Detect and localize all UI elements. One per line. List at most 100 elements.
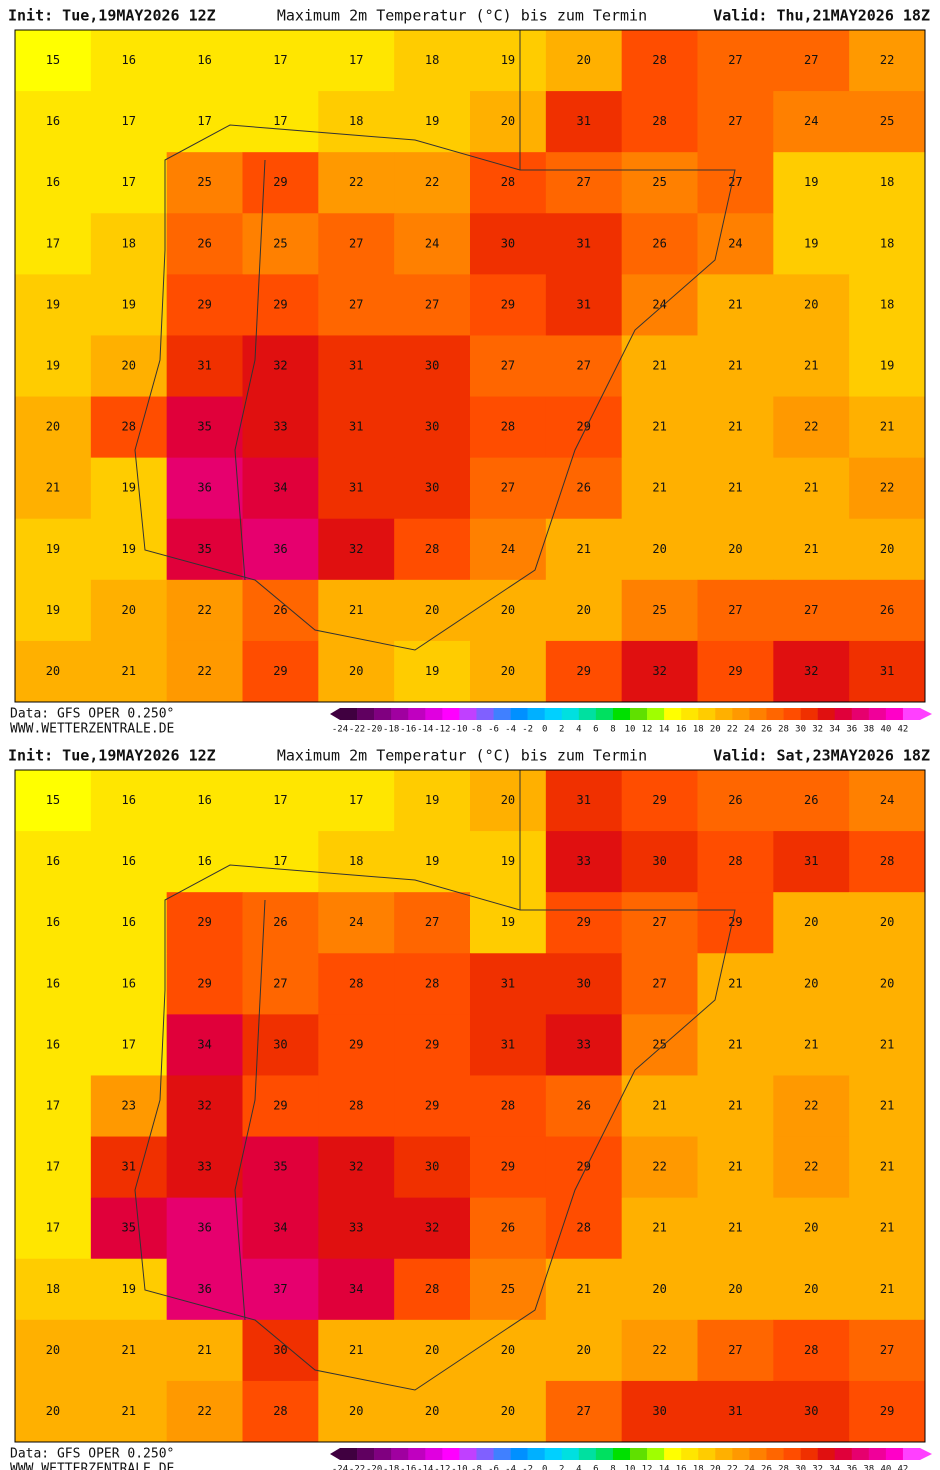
temperature-label: 21 xyxy=(728,297,742,311)
temperature-cell xyxy=(394,640,471,703)
temperature-cell xyxy=(15,396,92,459)
temperature-cell xyxy=(90,892,168,954)
temperature-label: 21 xyxy=(728,1160,742,1174)
temperature-cell xyxy=(697,1380,774,1443)
temperature-cell xyxy=(773,457,850,520)
temperature-label: 21 xyxy=(804,359,818,373)
colorbar-swatch xyxy=(647,1448,665,1460)
temperature-label: 29 xyxy=(273,1099,287,1113)
colorbar-label: 18 xyxy=(693,1465,704,1470)
temperature-label: 30 xyxy=(501,236,515,250)
temperature-cell xyxy=(166,579,243,642)
colorbar-swatch xyxy=(425,1448,443,1460)
temperature-label: 27 xyxy=(728,603,742,617)
temperature-cell xyxy=(545,953,623,1015)
temperature-cell xyxy=(773,396,850,459)
colorbar-label: 16 xyxy=(676,1465,687,1470)
temperature-cell xyxy=(90,1380,168,1443)
temperature-label: 21 xyxy=(122,1343,136,1357)
temperature-cell xyxy=(242,1380,319,1443)
temperature-label: 32 xyxy=(425,1221,439,1235)
colorbar-swatch xyxy=(698,708,716,720)
colorbar-swatch xyxy=(476,708,494,720)
colorbar-label: -24 xyxy=(332,1465,348,1470)
temperature-label: 28 xyxy=(425,542,439,556)
temperature-cell xyxy=(545,396,623,459)
temperature-cell xyxy=(621,213,698,275)
temperature-cell xyxy=(242,274,319,336)
temperature-cell xyxy=(318,1014,395,1076)
temperature-label: 20 xyxy=(349,1404,363,1418)
temperature-label: 22 xyxy=(880,481,894,495)
temperature-cell xyxy=(242,1136,319,1199)
temperature-cell xyxy=(166,1258,243,1321)
temperature-cell xyxy=(621,335,698,398)
temperature-cell xyxy=(90,770,168,832)
colorbar-swatch xyxy=(868,708,887,720)
temperature-label: 16 xyxy=(46,854,60,868)
temperature-label: 19 xyxy=(122,481,136,495)
temperature-label: 20 xyxy=(425,603,439,617)
colorbar-label: 12 xyxy=(642,725,653,735)
colorbar-label: 26 xyxy=(761,1465,772,1470)
colorbar-swatch xyxy=(885,708,904,720)
temperature-cell xyxy=(166,1319,243,1382)
colorbar-swatch xyxy=(374,708,392,720)
colorbar-swatch xyxy=(902,708,921,720)
colorbar-label: 28 xyxy=(778,725,789,735)
temperature-label: 29 xyxy=(425,1037,439,1051)
colorbar-swatch xyxy=(442,708,460,720)
temperature-cell xyxy=(621,892,698,954)
temperature-cell xyxy=(394,892,471,954)
temperature-label: 33 xyxy=(577,854,591,868)
colorbar-label: 28 xyxy=(778,1465,789,1470)
temperature-label: 30 xyxy=(425,1160,439,1174)
temperature-cell xyxy=(394,1380,471,1443)
temperature-cell xyxy=(470,152,547,214)
temperature-label: 27 xyxy=(880,1343,894,1357)
temperature-label: 17 xyxy=(122,1037,136,1051)
temperature-label: 27 xyxy=(425,297,439,311)
temperature-label: 28 xyxy=(501,420,515,434)
colorbar-swatch xyxy=(493,1448,511,1460)
temperature-cell xyxy=(90,953,168,1015)
temperature-cell xyxy=(318,91,395,153)
temperature-cell xyxy=(849,396,926,459)
temperature-cell xyxy=(545,1075,623,1138)
temperature-label: 19 xyxy=(46,603,60,617)
temperature-cell xyxy=(90,1014,168,1076)
temperature-cell xyxy=(90,457,168,520)
temperature-label: 16 xyxy=(197,53,211,67)
temperature-cell xyxy=(242,953,319,1015)
temperature-label: 28 xyxy=(349,1099,363,1113)
temperature-cell xyxy=(394,152,471,214)
temperature-label: 31 xyxy=(501,976,515,990)
temperature-label: 27 xyxy=(577,1404,591,1418)
temperature-cell xyxy=(15,152,92,214)
init-time: Init: Tue,19MAY2026 12Z xyxy=(8,747,216,765)
temperature-label: 21 xyxy=(197,1343,211,1357)
data-source: Data: GFS OPER 0.250° xyxy=(10,707,174,722)
temperature-cell xyxy=(90,1075,168,1138)
colorbar-label: -8 xyxy=(471,725,482,735)
temperature-cell xyxy=(166,892,243,954)
temperature-label: 21 xyxy=(804,1037,818,1051)
temperature-cell xyxy=(394,953,471,1015)
temperature-cell xyxy=(545,213,623,275)
colorbar-label: 20 xyxy=(710,725,721,735)
temperature-cell xyxy=(166,396,243,459)
temperature-cell xyxy=(470,274,547,336)
temperature-label: 29 xyxy=(652,793,666,807)
temperature-cell xyxy=(545,335,623,398)
temperature-label: 16 xyxy=(46,976,60,990)
colorbar-label: 34 xyxy=(829,1465,840,1470)
temperature-cell xyxy=(166,518,243,581)
map-title: Maximum 2m Temperatur (°C) bis zum Termi… xyxy=(277,747,647,765)
temperature-label: 31 xyxy=(728,1404,742,1418)
temperature-cell xyxy=(545,1258,623,1321)
temperature-cell xyxy=(15,1197,92,1260)
temperature-label: 19 xyxy=(501,915,515,929)
colorbar-swatch xyxy=(595,708,614,720)
colorbar-swatch xyxy=(681,1448,699,1460)
temperature-label: 20 xyxy=(501,114,515,128)
